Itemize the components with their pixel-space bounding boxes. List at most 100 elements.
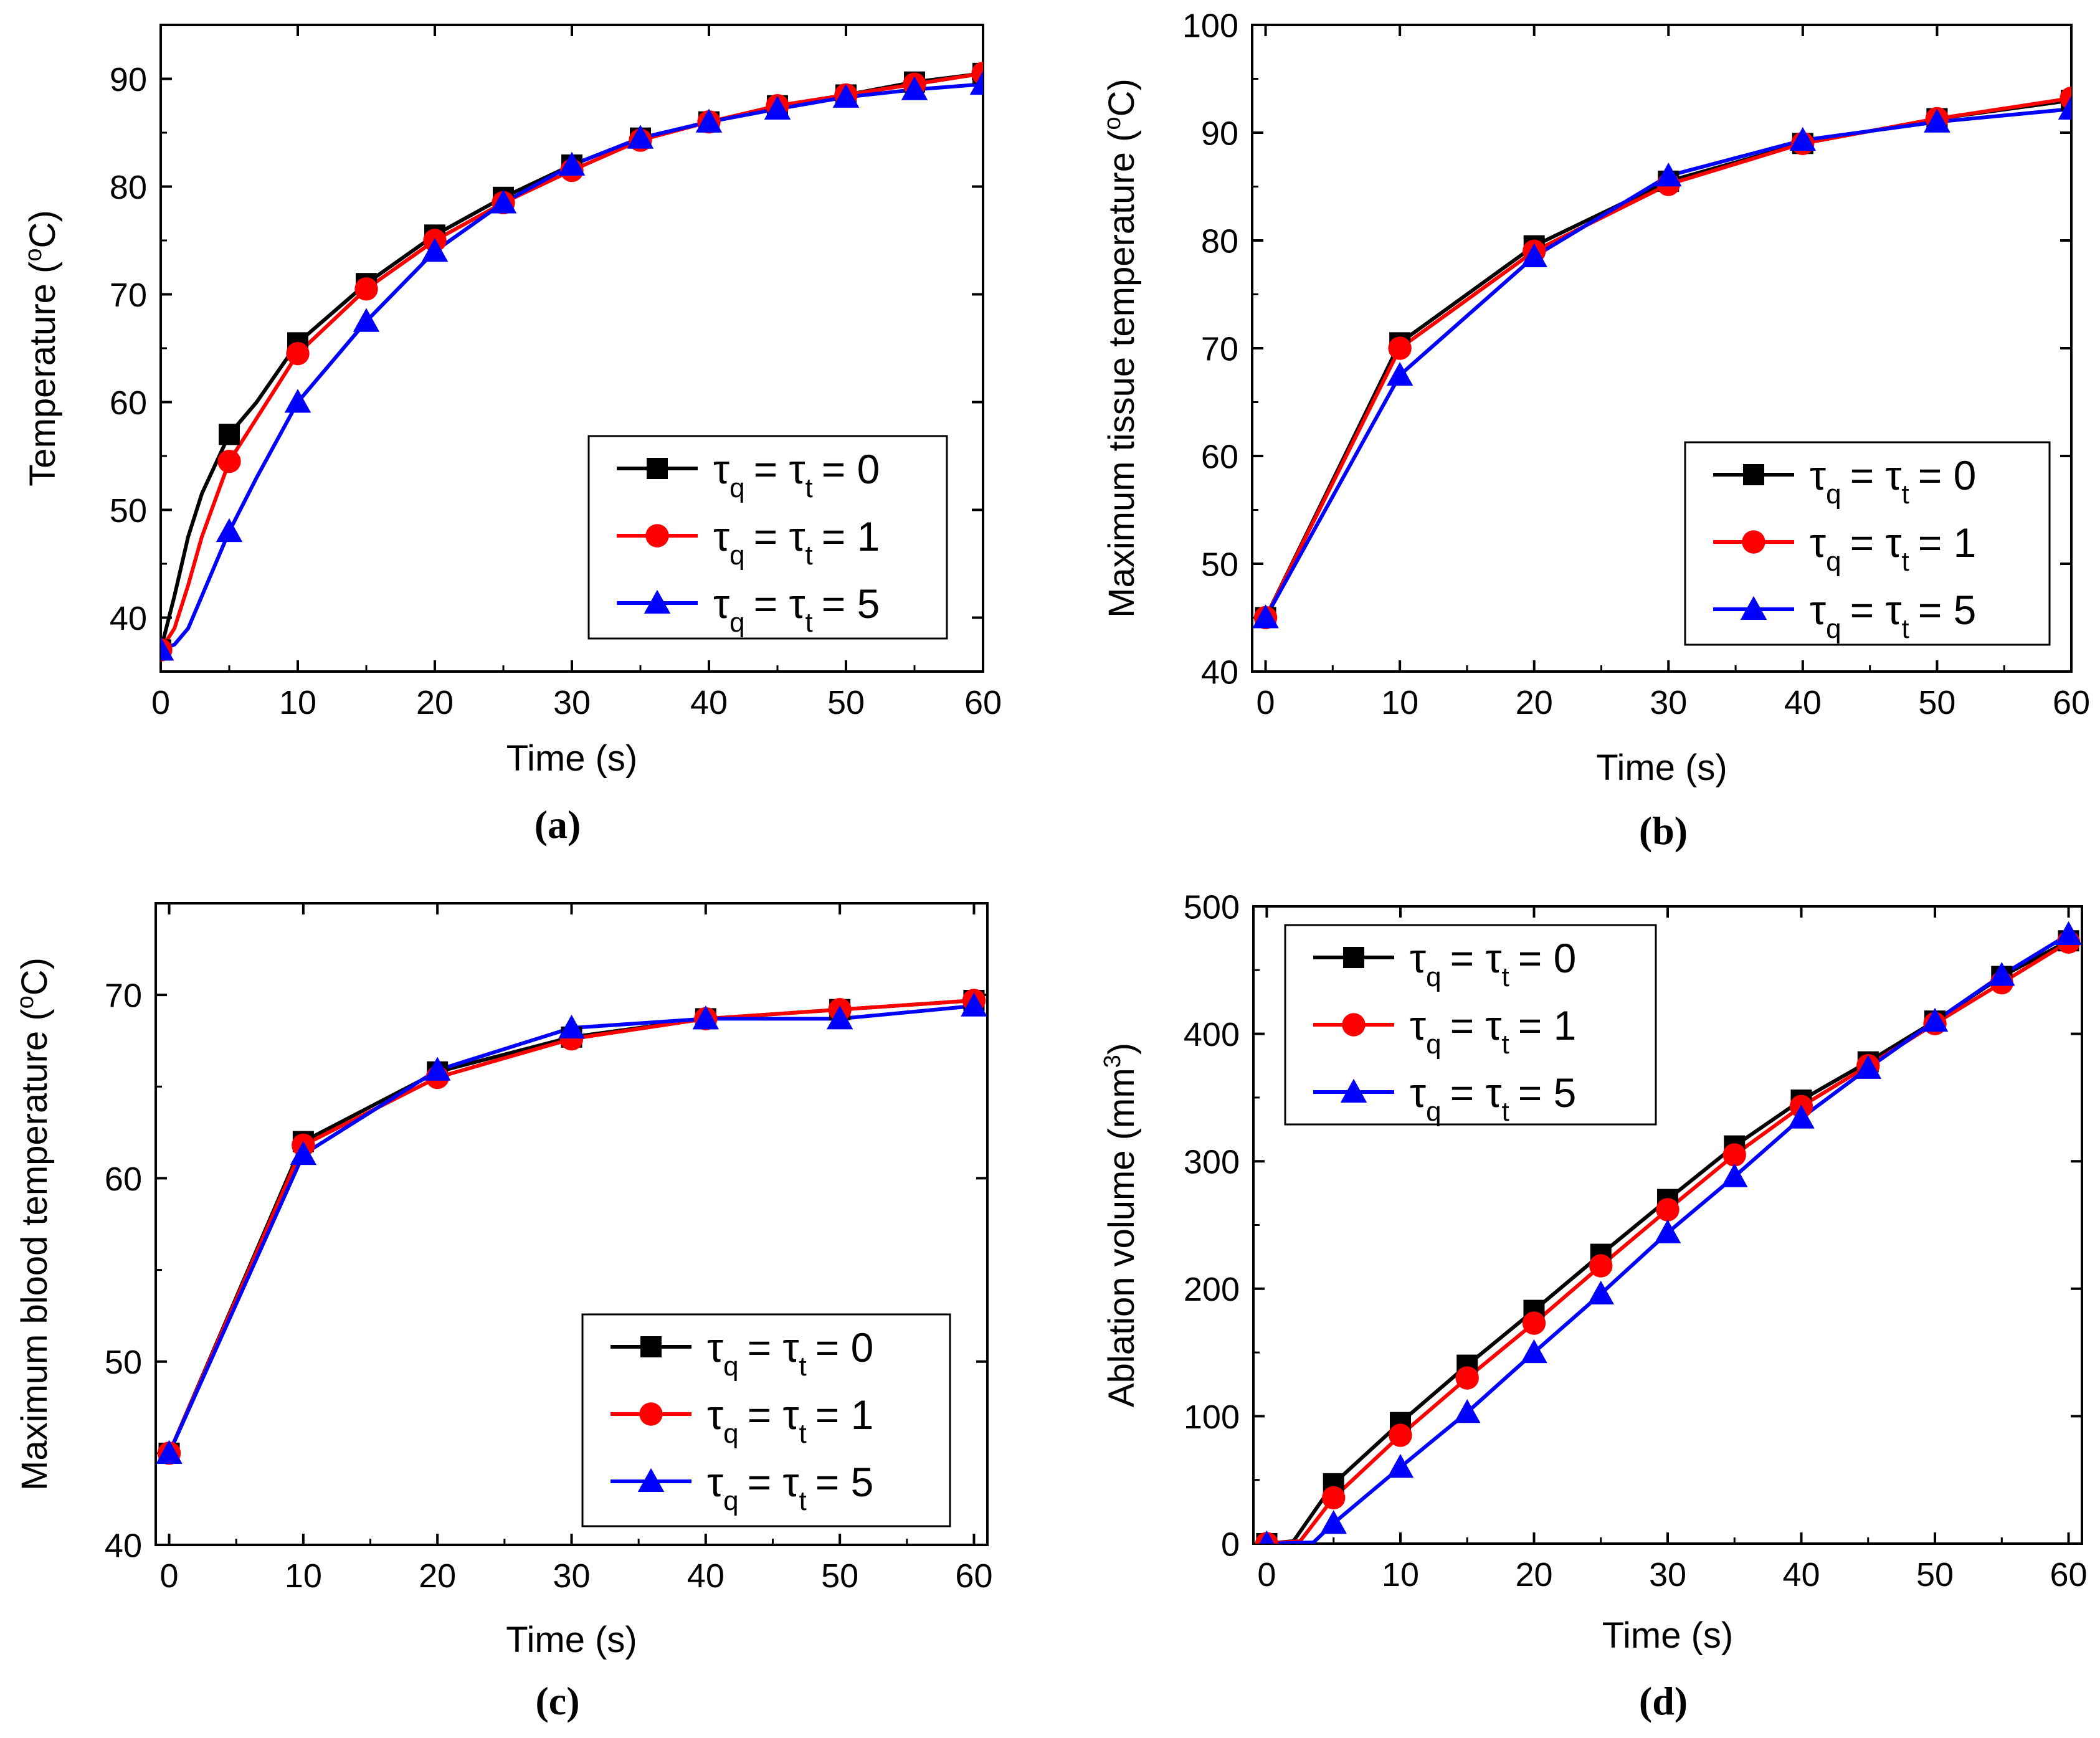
data-point-2 [1252,604,1279,629]
x-tick-label: 0 [151,684,170,721]
data-point-1 [1388,336,1412,360]
data-point-2 [1521,1339,1547,1364]
data-point-2 [424,1057,451,1081]
data-point-2 [353,308,380,332]
y-tick-label: 70 [1201,330,1238,368]
y-tick-label: 60 [110,384,147,422]
x-tick-label: 20 [1516,684,1553,721]
data-point-2 [1587,1280,1614,1304]
legend-marker-2 [644,589,671,614]
data-point-2 [421,238,449,262]
x-tick-label: 30 [553,1557,590,1595]
y-tick-label: 40 [110,600,147,637]
x-tick-label: 50 [1916,1556,1954,1593]
data-point-2 [627,125,654,149]
data-point-2 [764,95,791,120]
legend-marker-2 [1340,1078,1367,1103]
data-point-2 [832,83,860,108]
data-point-1 [1322,1486,1346,1510]
legend-marker-1 [639,1402,663,1426]
data-point-2 [2055,921,2082,946]
data-point-2 [969,70,983,95]
data-point-2 [692,1005,720,1030]
legend-marker-0 [647,458,668,479]
x-tick-label: 10 [285,1557,322,1595]
x-tick-label: 60 [2050,1556,2088,1593]
x-tick-label: 40 [1782,1556,1820,1593]
plot-area [1252,86,2071,630]
legend-marker-2 [1740,596,1767,620]
legend-label-1: τq = τt = 1 [1810,520,1976,577]
legend: τq = τt = 0 τq = τt = 1 τq = τt = 5 [587,435,948,640]
plot-area [156,989,987,1465]
legend-label-0: τq = τt = 0 [1810,452,1976,510]
x-tick-label: 20 [1515,1556,1552,1593]
plot-area [1255,921,2082,1544]
data-point-2 [1320,1510,1347,1534]
legend-label-1: τq = τt = 1 [707,1392,873,1449]
legend-label-0: τq = τt = 0 [713,446,880,503]
data-point-2 [1521,243,1547,267]
x-tick-label: 40 [690,684,728,721]
panel-label: (d) [1639,1679,1688,1723]
legend: τq = τt = 0 τq = τt = 1 τq = τt = 5 [581,1313,951,1527]
x-axis-label: Time (s) [506,738,637,779]
y-tick-label: 50 [105,1344,142,1381]
y-tick-label: 50 [1201,546,1238,583]
legend-label-2: τq = τt = 5 [707,1459,873,1516]
plot-area [161,62,983,662]
legend-marker-0 [1343,947,1364,968]
x-tick-label: 0 [1257,1556,1276,1593]
data-point-1 [1522,1311,1546,1335]
data-point-1 [1589,1254,1613,1278]
data-point-2 [1921,1007,1949,1032]
x-tick-label: 20 [416,684,454,721]
y-tick-label: 90 [1201,115,1238,152]
x-tick-label: 10 [1382,1556,1419,1593]
panel-label: (b) [1639,809,1688,853]
data-point-2 [1924,108,1950,133]
data-point-2 [558,1014,585,1039]
x-tick-label: 50 [827,684,865,721]
data-point-2 [1386,362,1413,386]
chart-panel-1: 0 10 20 30 40 50 60 40 50 60 70 80 90 Time (s) Tempera… [21,24,1002,847]
x-axis-label: Time (s) [1596,748,1727,788]
data-point-2 [161,637,174,661]
y-tick-label: 60 [105,1161,142,1198]
data-point-2 [1721,1163,1748,1187]
legend-label-2: τq = τt = 5 [1810,587,1976,644]
data-point-2 [1855,1055,1882,1079]
data-point-2 [156,1440,183,1464]
chart-panel-3: 0 10 20 30 40 50 60 40 50 60 70 Time (s) Maximum blo… [12,902,993,1723]
data-point-2 [961,992,987,1017]
y-tick-label: 100 [1182,7,1238,44]
legend: τq = τt = 0 τq = τt = 1 τq = τt = 5 [1684,441,2051,646]
legend-label-2: τq = τt = 5 [713,581,880,638]
y-axis-label: Temperature (oC) [21,210,63,486]
data-point-1 [354,277,378,301]
data-point-2 [1788,1104,1815,1129]
y-tick-label: 0 [1221,1526,1240,1563]
chart-panel-2: 0 10 20 30 40 50 60 40 50 60 70 80 90 100 Time (s) Maxi… [1100,7,2090,853]
panel-label: (a) [535,802,581,847]
x-tick-label: 60 [2053,684,2090,721]
legend-marker-1 [1342,1013,1366,1037]
legend-marker-2 [637,1468,665,1492]
x-tick-label: 50 [821,1557,858,1595]
y-tick-label: 70 [110,277,147,314]
x-tick-label: 20 [419,1557,456,1595]
x-axis-label: Time (s) [506,1620,637,1660]
data-point-2 [284,389,311,413]
data-point-1 [286,341,310,366]
x-tick-label: 30 [1650,684,1687,721]
y-tick-label: 80 [1201,222,1238,260]
y-tick-label: 90 [110,61,147,98]
y-tick-label: 100 [1184,1398,1240,1436]
legend-label-1: τq = τt = 1 [1410,1002,1576,1060]
y-tick-label: 500 [1184,888,1240,926]
data-point-1 [1389,1423,1412,1447]
data-point-1 [1656,1198,1680,1222]
data-point-1 [1722,1143,1746,1167]
data-point-2 [695,108,723,133]
x-tick-label: 50 [1918,684,1955,721]
